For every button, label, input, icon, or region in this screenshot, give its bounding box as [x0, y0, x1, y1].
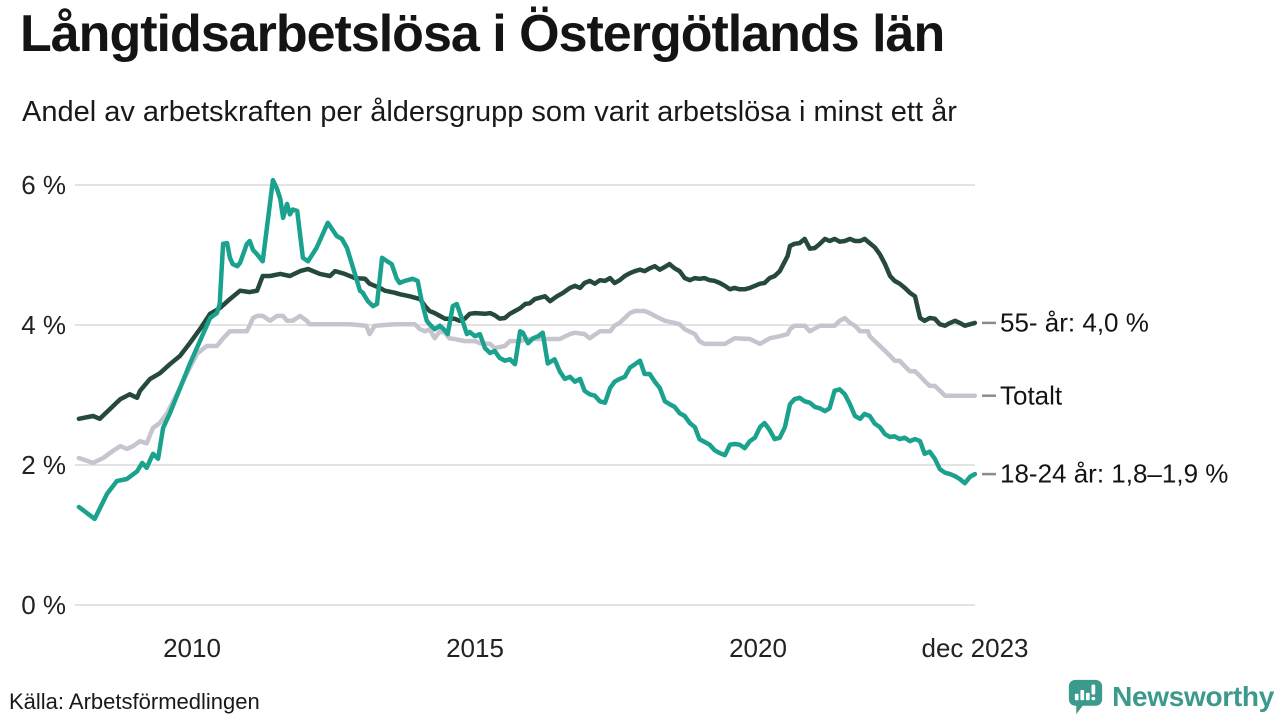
x-axis-tick-dec-2023: dec 2023: [921, 633, 1029, 663]
x-axis-tick-2020: 2020: [729, 633, 787, 663]
series-label-55-ar: 55- år: 4,0 %: [1000, 307, 1149, 338]
y-axis-tick-4: 4 %: [21, 310, 66, 340]
series-label-18-24-ar: 18-24 år: 1,8–1,9 %: [1000, 458, 1229, 489]
x-axis-tick-2010: 2010: [163, 633, 221, 663]
series-line-18-24-r: [76, 177, 978, 522]
source-note: Källa: Arbetsförmedlingen: [9, 689, 260, 714]
newsworthy-logo-icon: [1068, 679, 1103, 715]
chart-title: Långtidsarbetslösa i Östergötlands län: [20, 5, 945, 63]
newsworthy-wordmark: Newsworthy: [1112, 680, 1274, 712]
series-line-totalt: [76, 308, 978, 466]
newsworthy-logo: Newsworthy: [1067, 678, 1274, 715]
series-line-55-r: [76, 236, 978, 422]
y-axis-tick-2: 2 %: [21, 450, 66, 480]
y-axis-tick-6: 6 %: [21, 170, 66, 200]
x-axis-tick-2015: 2015: [446, 633, 504, 663]
series-label-totalt: Totalt: [1000, 380, 1063, 411]
y-axis-tick-0: 0 %: [21, 590, 66, 620]
chart-subtitle: Andel av arbetskraften per åldersgrupp s…: [22, 96, 957, 128]
